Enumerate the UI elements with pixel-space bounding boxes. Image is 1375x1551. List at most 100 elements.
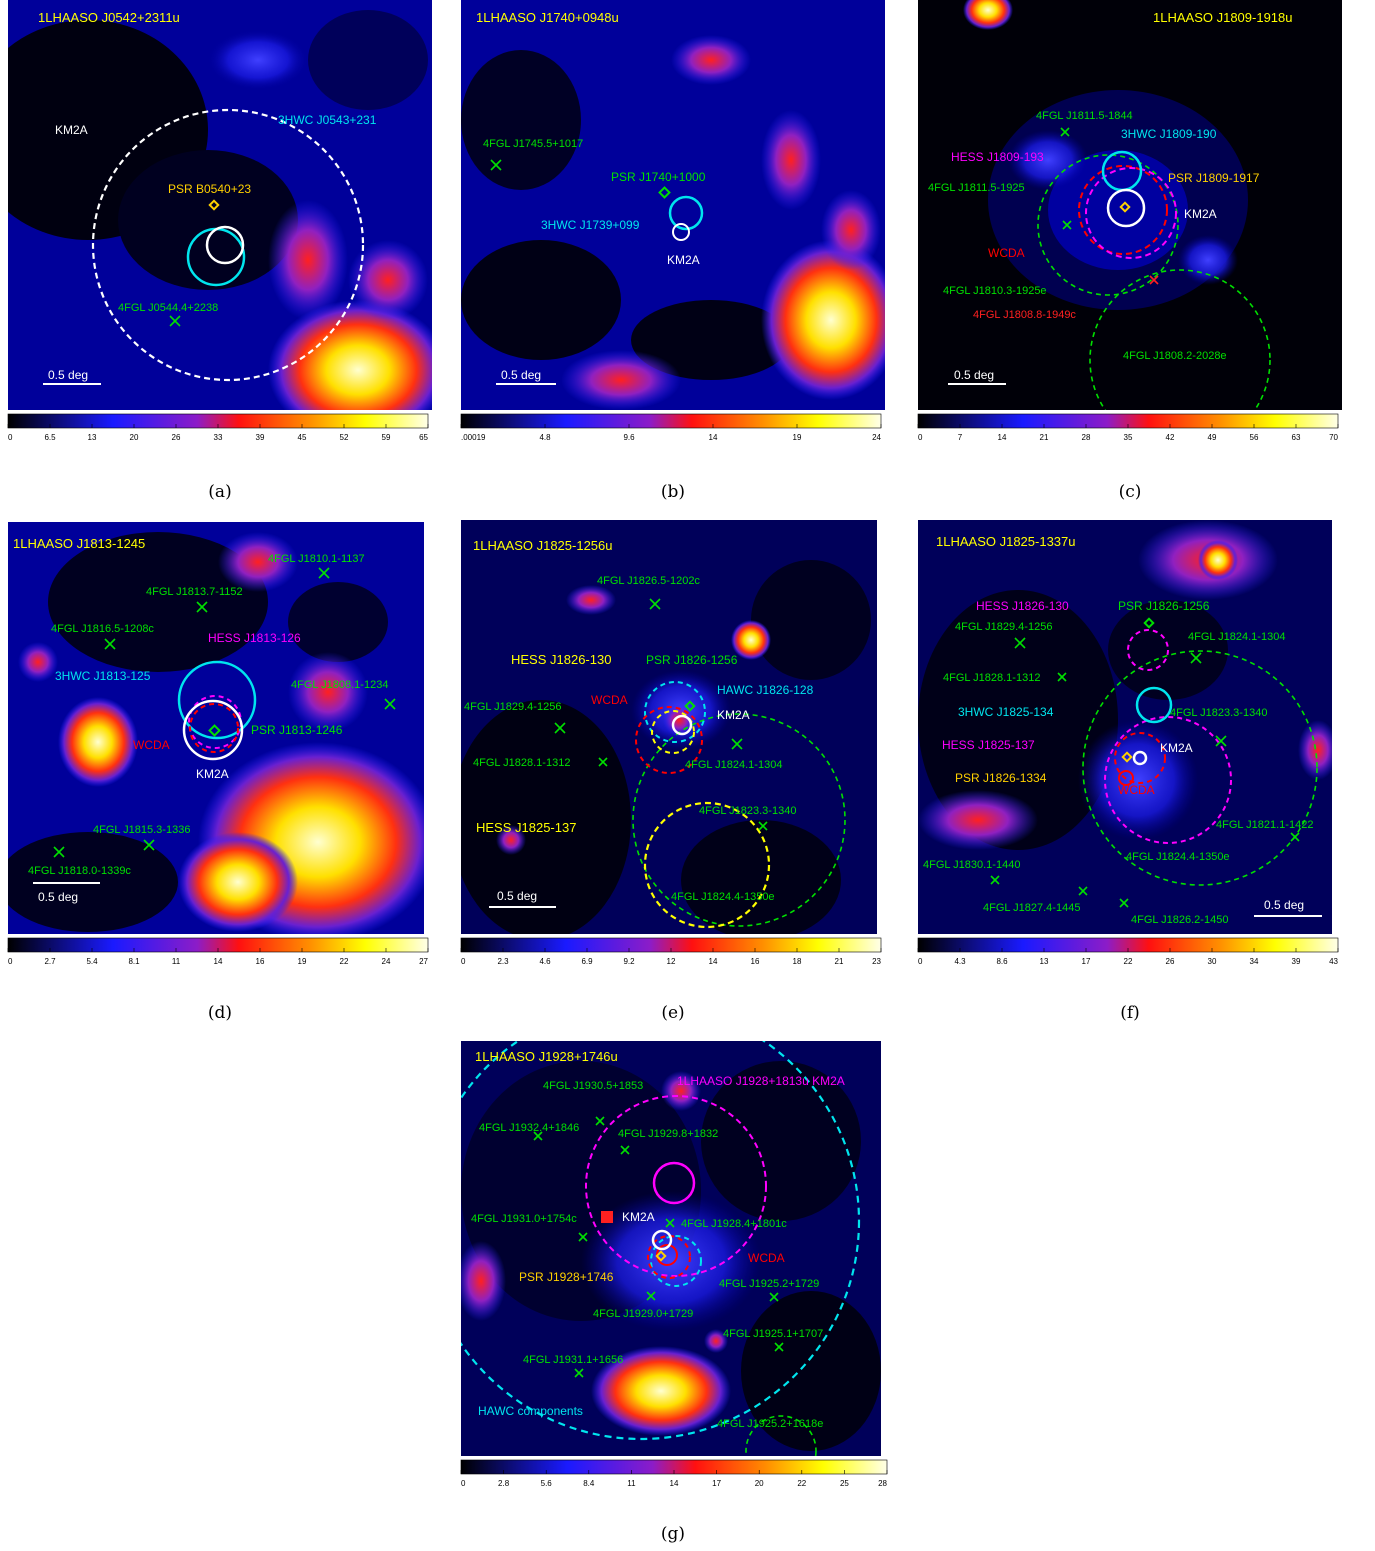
source-label: HESS J1825-137 [942,738,1035,752]
colorbar-svg: 0 2.7 5.4 8.1 11 14 16 19 22 24 27 [7,937,429,966]
wcda-circle [1078,165,1168,255]
source-label: 4FGL J1811.5-1925 [928,182,1025,194]
colorbar-tick-label: 0 [461,957,466,966]
source-label: 4FGL J1929.0+1729 [593,1308,693,1320]
fermi-marker [490,159,502,171]
fermi-marker [1078,886,1088,896]
source-label: 4FGL J1808.8-1949c [973,309,1076,321]
colorbar-tick-label: 14 [670,1479,679,1488]
panel-e: 1LHAASO J1825-1256u 4FGL J1826.5-1202c H… [460,520,885,990]
colorbar-tick-label: 12 [667,957,676,966]
source-label: PSR J1826-1256 [646,653,738,667]
source-label: 4FGL J1824.4-1350e [1126,851,1230,863]
source-label: 4FGL J1823.3-1340 [1170,707,1267,719]
sky-map-a-svg: 1LHAASO J0542+2311u 3HWC J0543+231 KM2A … [8,0,432,410]
hawc-component-circle [650,1235,702,1287]
fermi-marker [769,1292,779,1302]
source-label: 4FGL J1829.4-1256 [464,701,561,713]
colorbar-tick-label: 20 [130,433,139,442]
source-label: HESS J1809-193 [951,150,1044,164]
colorbar-tick-label: 24 [382,957,391,966]
colorbar-tick-label: 0 [8,957,13,966]
source-label: WCDA [591,693,628,707]
km2a-circle [1132,750,1148,766]
caption-g: (g) [660,1524,686,1544]
colorbar-tick-label: 18 [793,957,802,966]
wcda-circle [1114,732,1166,784]
colorbar-tick-label: 56 [1250,433,1259,442]
fermi-marker [143,839,155,851]
km2a-circle [205,225,245,265]
source-label: 4FGL J1818.0-1339c [28,865,131,877]
source-label: KM2A [667,253,700,267]
colorbar-tick-label: 2.7 [44,957,56,966]
source-label: 4FGL J0544.4+2238 [118,302,218,314]
caption-f: (f) [1120,1003,1140,1023]
fermi-marker [1060,127,1070,137]
source-label: 4FGL J1808.2-2028e [1123,350,1227,362]
colorbar-tick-label: 39 [256,433,265,442]
fermi-marker [1149,275,1159,285]
caption-a: (a) [208,482,232,502]
fermi-extension-circle [745,1415,817,1456]
colorbar-tick-label: 22 [1124,957,1133,966]
colorbar-tick-label: 39 [1292,957,1301,966]
colorbar-tick-label: 0 [918,957,923,966]
pulsar-marker [1119,201,1131,213]
source-label: 4FGL J1929.8+1832 [618,1128,718,1140]
source-label: KM2A [622,1210,655,1224]
colorbar-tick-label: .00019 [461,433,486,442]
km2a-circle [182,699,244,761]
scale-label: 0.5 deg [1264,898,1304,912]
colorbar-tick-label: 17 [1082,957,1091,966]
sky-map-f-svg: 1LHAASO J1825-1337u HESS J1826-130 PSR J… [918,520,1332,934]
colorbar-d: 0 2.7 5.4 8.1 11 14 16 19 22 24 27 [7,937,432,968]
fermi-marker [1057,672,1067,682]
source-label: KM2A [717,708,750,722]
colorbar-tick-label: 23 [872,957,881,966]
fermi-marker [1062,220,1072,230]
scale-label: 0.5 deg [954,368,994,382]
colorbar-tick-label: 26 [1166,957,1175,966]
colorbar-tick-label: 8.4 [583,1479,595,1488]
source-label: 4FGL J1925.2+1618e [717,1418,823,1430]
colorbar-tick-label: 16 [751,957,760,966]
colorbar-tick-label: 30 [1208,957,1217,966]
wcda-circle [189,703,239,753]
source-label: 4FGL J1925.1+1707 [723,1328,823,1340]
source-label: KM2A [1160,741,1193,755]
colorbar-tick-label: 63 [1292,433,1301,442]
caption-e: (e) [661,1003,685,1023]
km2a-circle [1106,188,1146,228]
caption-c: (c) [1118,482,1142,502]
colorbar-tick-label: 14 [709,957,718,966]
hot-pixel [601,1211,613,1223]
panel-f: 1LHAASO J1825-1337u HESS J1826-130 PSR J… [917,520,1342,990]
panel-title: 1LHAASO J0542+2311u [38,10,180,25]
colorbar-tick-label: 59 [382,433,391,442]
colorbar-tick-label: 4.3 [954,957,966,966]
colorbar-tick-label: 21 [1040,433,1049,442]
colorbar-tick-label: 28 [1082,433,1091,442]
sky-map-b: 1LHAASO J1740+0948u 4FGL J1745.5+1017 PS… [461,0,885,410]
source-label: PSR J1809-1917 [1168,171,1260,185]
sky-map-e-svg: 1LHAASO J1825-1256u 4FGL J1826.5-1202c H… [461,520,877,934]
fermi-marker [533,1131,543,1141]
source-label: 4FGL J1815.3-1336 [93,824,190,836]
wcda-circle [647,1235,691,1279]
fermi-extension-circle [632,713,846,927]
fermi-marker [1215,735,1227,747]
fermi-marker [554,722,566,734]
sky-map-c: 1LHAASO J1809-1918u 4FGL J1811.5-1844 3H… [918,0,1342,410]
panel-title: 1LHAASO J1928+1746u [475,1049,618,1064]
source-label: 3HWC J1739+099 [541,218,640,232]
colorbar-tick-label: 13 [1040,957,1049,966]
pulsar-marker [208,199,220,211]
hawc-circle [668,195,704,231]
hawc-circle [1135,686,1173,724]
source-label: 4FGL J1811.5-1844 [1036,110,1133,122]
pulsar-marker [1143,617,1155,629]
colorbar-b: .00019 4.8 9.6 14 19 24 [460,413,885,444]
source-label: PSR B0540+23 [168,182,251,196]
source-label: 4FGL J1828.1-1312 [473,757,570,769]
